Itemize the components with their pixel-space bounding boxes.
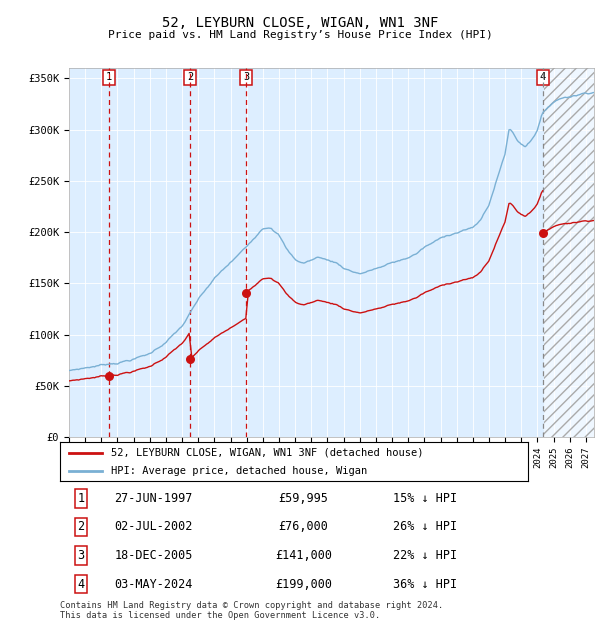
Text: 27-JUN-1997: 27-JUN-1997: [115, 492, 193, 505]
Text: £199,000: £199,000: [275, 578, 332, 590]
Text: 03-MAY-2024: 03-MAY-2024: [115, 578, 193, 590]
Text: Contains HM Land Registry data © Crown copyright and database right 2024.
This d: Contains HM Land Registry data © Crown c…: [60, 601, 443, 620]
Text: 26% ↓ HPI: 26% ↓ HPI: [393, 521, 457, 533]
Text: 4: 4: [77, 578, 85, 590]
Point: [185, 354, 195, 364]
Text: 52, LEYBURN CLOSE, WIGAN, WN1 3NF: 52, LEYBURN CLOSE, WIGAN, WN1 3NF: [162, 16, 438, 30]
Point: [104, 371, 114, 381]
Text: £141,000: £141,000: [275, 549, 332, 562]
Text: 36% ↓ HPI: 36% ↓ HPI: [393, 578, 457, 590]
Text: 1: 1: [106, 73, 112, 82]
Text: 1: 1: [77, 492, 85, 505]
Text: 2: 2: [77, 521, 85, 533]
Point: [241, 288, 251, 298]
Text: 52, LEYBURN CLOSE, WIGAN, WN1 3NF (detached house): 52, LEYBURN CLOSE, WIGAN, WN1 3NF (detac…: [112, 448, 424, 458]
Text: HPI: Average price, detached house, Wigan: HPI: Average price, detached house, Wiga…: [112, 466, 368, 476]
Bar: [544, 68, 594, 437]
Bar: [544, 68, 594, 437]
Text: 02-JUL-2002: 02-JUL-2002: [115, 521, 193, 533]
Text: £59,995: £59,995: [278, 492, 328, 505]
Text: Price paid vs. HM Land Registry’s House Price Index (HPI): Price paid vs. HM Land Registry’s House …: [107, 30, 493, 40]
Text: 2: 2: [187, 73, 193, 82]
Text: 4: 4: [540, 73, 546, 82]
Text: £76,000: £76,000: [278, 521, 328, 533]
Text: 22% ↓ HPI: 22% ↓ HPI: [393, 549, 457, 562]
Point: [538, 228, 548, 238]
Text: 3: 3: [77, 549, 85, 562]
Text: 3: 3: [243, 73, 249, 82]
Text: 18-DEC-2005: 18-DEC-2005: [115, 549, 193, 562]
Text: 15% ↓ HPI: 15% ↓ HPI: [393, 492, 457, 505]
